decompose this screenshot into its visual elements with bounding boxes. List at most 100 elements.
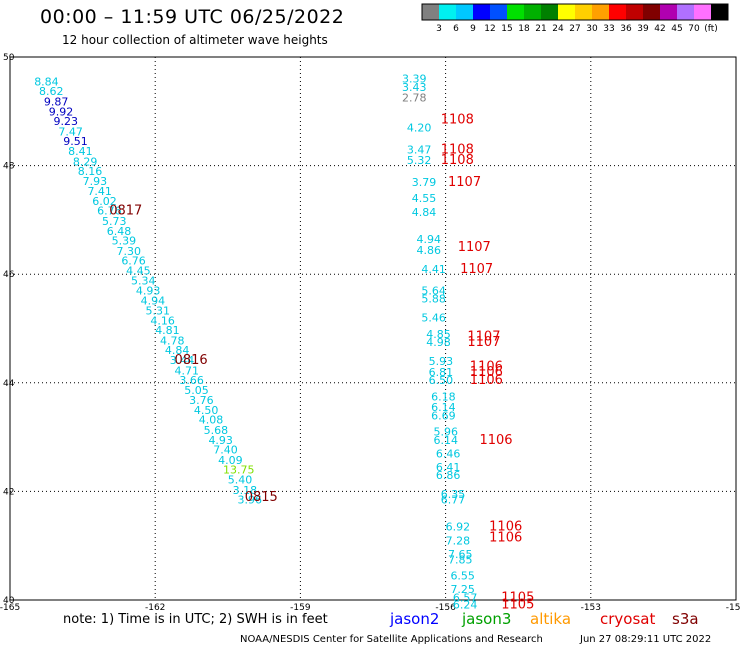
colorbar-swatch [592,4,609,20]
wave-height-label: 4.93 [208,434,233,447]
wave-height-label: 3.76 [189,394,214,407]
colorbar-label: 33 [603,24,614,34]
wave-height-label: 4.84 [165,344,190,357]
wave-height-label: 6.77 [441,494,466,507]
wave-height-label: 6.48 [107,225,132,238]
colorbar-label: 21 [535,24,546,34]
wave-height-label: 7.85 [448,553,473,566]
wave-height-label: 5.68 [204,424,229,437]
wave-height-label: 6.18 [431,390,456,403]
wave-height-label: 6.35 [441,488,466,501]
pass-time-label: 1107 [460,262,493,277]
pass-time-label: 1106 [489,531,522,546]
pass-time-label: 1107 [467,335,500,350]
pass-time-label: 1107 [448,175,481,190]
wave-height-label: 9.87 [44,96,69,109]
y-axis-ticks: 40 42 44 46 48 50 [3,53,15,606]
colorbar-swatch [524,4,541,20]
legend-jason3: jason3 [462,610,512,628]
x-tick-label: -156 [435,603,456,613]
wave-height-label: 4.50 [194,404,219,417]
x-tick-label: -165 [0,603,20,613]
data-labels: 8.848.629.879.929.237.479.518.418.298.16… [34,73,534,613]
wave-height-label: 9.51 [63,135,88,148]
wave-height-label: 4.81 [155,324,180,337]
wave-height-label: 3.43 [402,81,427,94]
pass-time-label: 1105 [501,590,534,605]
pass-time-label: 1108 [441,142,474,157]
colorbar-swatch [711,4,728,20]
wave-height-label: 4.78 [160,334,185,347]
colorbar-swatch [541,4,558,20]
y-tick-label: 44 [3,379,15,389]
wave-height-label: 8.29 [73,155,98,168]
pass-time-label: 1107 [458,240,491,255]
colorbar-border [421,3,729,21]
plot-border [9,56,737,601]
wave-height-label: 3.96 [237,494,261,507]
wave-height-label: 4.85 [426,328,451,341]
pass-time-label: 1106 [470,373,503,388]
legend-jason2: jason2 [390,610,440,628]
colorbar-swatch [626,4,643,20]
colorbar-label: 12 [484,24,495,34]
plot-frame [9,56,737,601]
pass-time-label: 1108 [441,112,474,127]
x-tick-label: -153 [581,603,601,613]
pass-time-label: 1106 [470,360,503,375]
wave-height-label: 7.28 [446,534,471,547]
wave-height-label: 3.47 [407,143,432,156]
wave-height-label: 6.57 [453,591,478,604]
pass-time-label: 1106 [479,433,512,448]
wave-height-label: 6.86 [436,469,461,482]
wave-height-label: 5.39 [112,235,137,248]
colorbar-label: 15 [501,24,512,34]
wave-height-label: 9.92 [49,105,74,118]
wave-height-label: 6.76 [121,255,146,268]
colorbar-swatch [456,4,473,20]
wave-height-label: 7.47 [58,125,83,138]
wave-height-label: 5.34 [131,275,156,288]
wave-height-label: 6.81 [429,366,454,379]
colorbar-swatch [422,4,439,20]
wave-height-label: 6.24 [453,598,478,611]
y-tick-label: 50 [3,53,15,63]
wave-height-label: 5.46 [421,312,446,325]
wave-height-label: 6.41 [436,461,461,474]
wave-height-label: 4.45 [126,264,151,277]
wave-height-label: 6.14 [434,434,459,447]
colorbar-swatch [694,4,711,20]
wave-height-label: 6.50 [429,374,454,387]
colorbar-label: (ft) [704,24,718,34]
colorbar-label: 42 [654,24,665,34]
wave-height-label: 5.64 [421,284,446,297]
wave-height-label: 4.86 [417,244,442,257]
pass-time-label: 0817 [109,204,142,219]
wave-height-label: 4.71 [175,364,200,377]
colorbar-label: 9 [470,24,476,34]
wave-height-label: 7.25 [450,583,475,596]
pass-time-label: 1108 [441,153,474,168]
colorbar-swatch [575,4,592,20]
grid-lines [10,57,736,600]
wave-height-label: 4.08 [199,414,224,427]
footer-note: note: 1) Time is in UTC; 2) SWH is in fe… [63,612,328,627]
x-tick-label: -159 [290,603,311,613]
wave-height-label: 4.98 [426,336,451,349]
x-tick-label: -162 [145,603,165,613]
wave-height-label: 8.62 [39,85,64,98]
colorbar-label: 18 [518,24,530,34]
wave-height-label: 4.84 [412,206,437,219]
wave-height-label: 6.92 [446,521,471,534]
wave-height-label: 7.41 [87,185,112,198]
wave-height-label: 6.02 [92,195,117,208]
wave-height-label: 7.30 [116,245,141,258]
wave-height-label: 5.88 [421,293,446,306]
wave-height-label: 3.18 [233,484,258,497]
colorbar-label: 39 [637,24,649,34]
wave-height-label: 6.55 [450,570,475,583]
wave-height-label: 3.44 [170,354,195,367]
colorbar-swatch [473,4,490,20]
wave-height-label: 4.20 [407,122,432,135]
wave-height-label: 9.23 [54,115,78,128]
